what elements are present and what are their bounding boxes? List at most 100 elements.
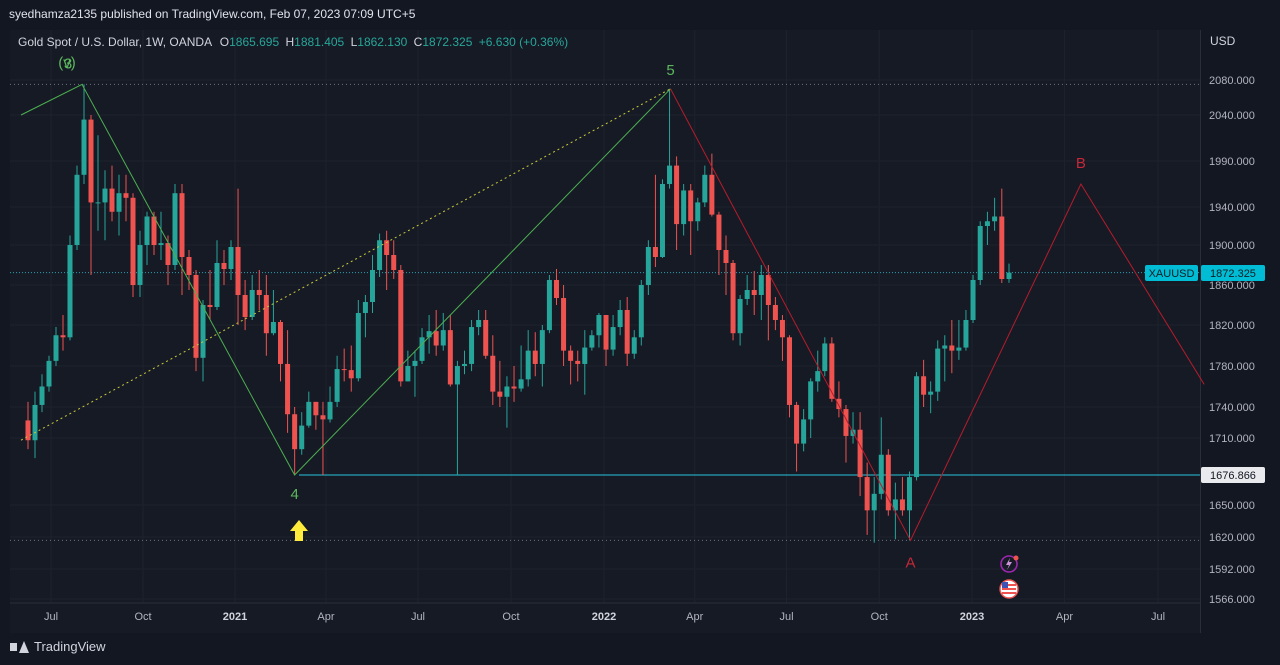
candle <box>53 327 59 366</box>
candle-body <box>377 240 383 270</box>
candle-body <box>490 355 496 392</box>
candle <box>532 332 538 377</box>
candle-body <box>165 243 171 265</box>
brand[interactable]: TradingView <box>10 639 106 654</box>
candle-body <box>137 245 143 285</box>
candle <box>412 350 418 397</box>
candle <box>102 170 108 241</box>
candle-body <box>348 370 354 379</box>
candle <box>992 197 998 231</box>
brand-name: TradingView <box>34 639 106 654</box>
candle <box>772 297 778 331</box>
price-ticks: 2080.000 2040.000 1990.000 1940.000 1900.000… <box>1209 75 1255 606</box>
candle <box>88 115 94 275</box>
legend-high: 1881.405 <box>294 35 345 49</box>
candle <box>935 340 941 401</box>
candle <box>228 240 234 280</box>
candle <box>263 275 269 356</box>
arrow-up-icon[interactable] <box>290 520 308 541</box>
last-price-tag: 1872.325 <box>1210 268 1256 280</box>
time-tick-label: Oct <box>871 611 888 623</box>
candle <box>624 297 630 366</box>
candle-body <box>256 290 262 295</box>
candle-body <box>497 391 503 397</box>
price-tick-label: 2040.000 <box>1209 110 1255 122</box>
candle <box>667 88 673 189</box>
candle-body <box>695 202 701 222</box>
candle <box>116 174 122 236</box>
candle <box>447 315 453 387</box>
candle <box>914 372 920 481</box>
candle-body <box>546 280 552 331</box>
candle <box>674 156 680 250</box>
candle-body <box>532 350 538 364</box>
candle-body <box>631 337 637 354</box>
candle-body <box>433 331 439 346</box>
candle <box>461 350 467 375</box>
candle <box>801 409 807 452</box>
candle <box>490 335 496 405</box>
wave-line-green[interactable] <box>20 83 671 476</box>
candle <box>256 270 262 310</box>
wave-line-red[interactable] <box>670 88 1205 542</box>
candle-body <box>469 327 475 364</box>
candle <box>582 330 588 395</box>
candle <box>426 315 432 354</box>
candle <box>850 412 856 444</box>
candle <box>617 300 623 336</box>
currency-label[interactable]: USD <box>1210 34 1236 48</box>
candle-body <box>447 330 453 385</box>
price-axis[interactable] <box>1200 30 1280 633</box>
candle-body <box>306 401 312 426</box>
candle-body <box>935 348 941 392</box>
candle-body <box>405 366 411 382</box>
candle <box>130 193 136 297</box>
candle-body <box>362 302 368 313</box>
candle-body <box>193 275 199 358</box>
wave-lines[interactable] <box>20 83 1205 542</box>
candle-body <box>313 401 319 416</box>
legend-high-label: H <box>285 35 295 49</box>
candle-body <box>956 347 962 351</box>
candlestick-series <box>25 84 1012 543</box>
us-flag-icon[interactable] <box>999 579 1019 599</box>
candle <box>419 328 425 364</box>
candle <box>249 275 255 320</box>
candle <box>504 376 510 428</box>
candle-body <box>899 499 905 511</box>
candle <box>32 391 38 459</box>
legend-title[interactable]: Gold Spot / U.S. Dollar, 1W, OANDA <box>18 35 212 49</box>
candle <box>60 315 66 351</box>
candle <box>200 300 206 382</box>
candle <box>645 240 651 295</box>
candle <box>39 374 45 413</box>
candle <box>928 381 934 414</box>
candle <box>730 260 736 341</box>
candle <box>25 401 31 450</box>
candle-body <box>341 369 347 371</box>
candle-body <box>102 188 108 203</box>
candle-body <box>221 263 227 269</box>
lightning-icon[interactable] <box>1000 555 1019 573</box>
wave-label-A: A <box>905 554 915 571</box>
tradingview-logo-icon <box>10 640 29 653</box>
price-tick-label: 2080.000 <box>1209 75 1255 87</box>
candle <box>921 359 927 407</box>
price-tick-label: 1592.000 <box>1209 564 1255 576</box>
candle-body <box>263 295 269 334</box>
candle <box>942 335 948 382</box>
legend-close: 1872.325 <box>422 35 473 49</box>
candle <box>327 386 333 423</box>
candle <box>864 462 870 535</box>
candle <box>575 350 581 382</box>
candle-body <box>999 216 1005 279</box>
wave-line-yellow[interactable] <box>20 88 671 441</box>
candle <box>369 255 375 313</box>
candle-body <box>603 315 609 350</box>
candle <box>405 350 411 382</box>
candle <box>539 325 545 387</box>
candle-body <box>25 420 31 441</box>
legend-low-label: L <box>350 35 358 49</box>
candle-body <box>292 414 298 450</box>
